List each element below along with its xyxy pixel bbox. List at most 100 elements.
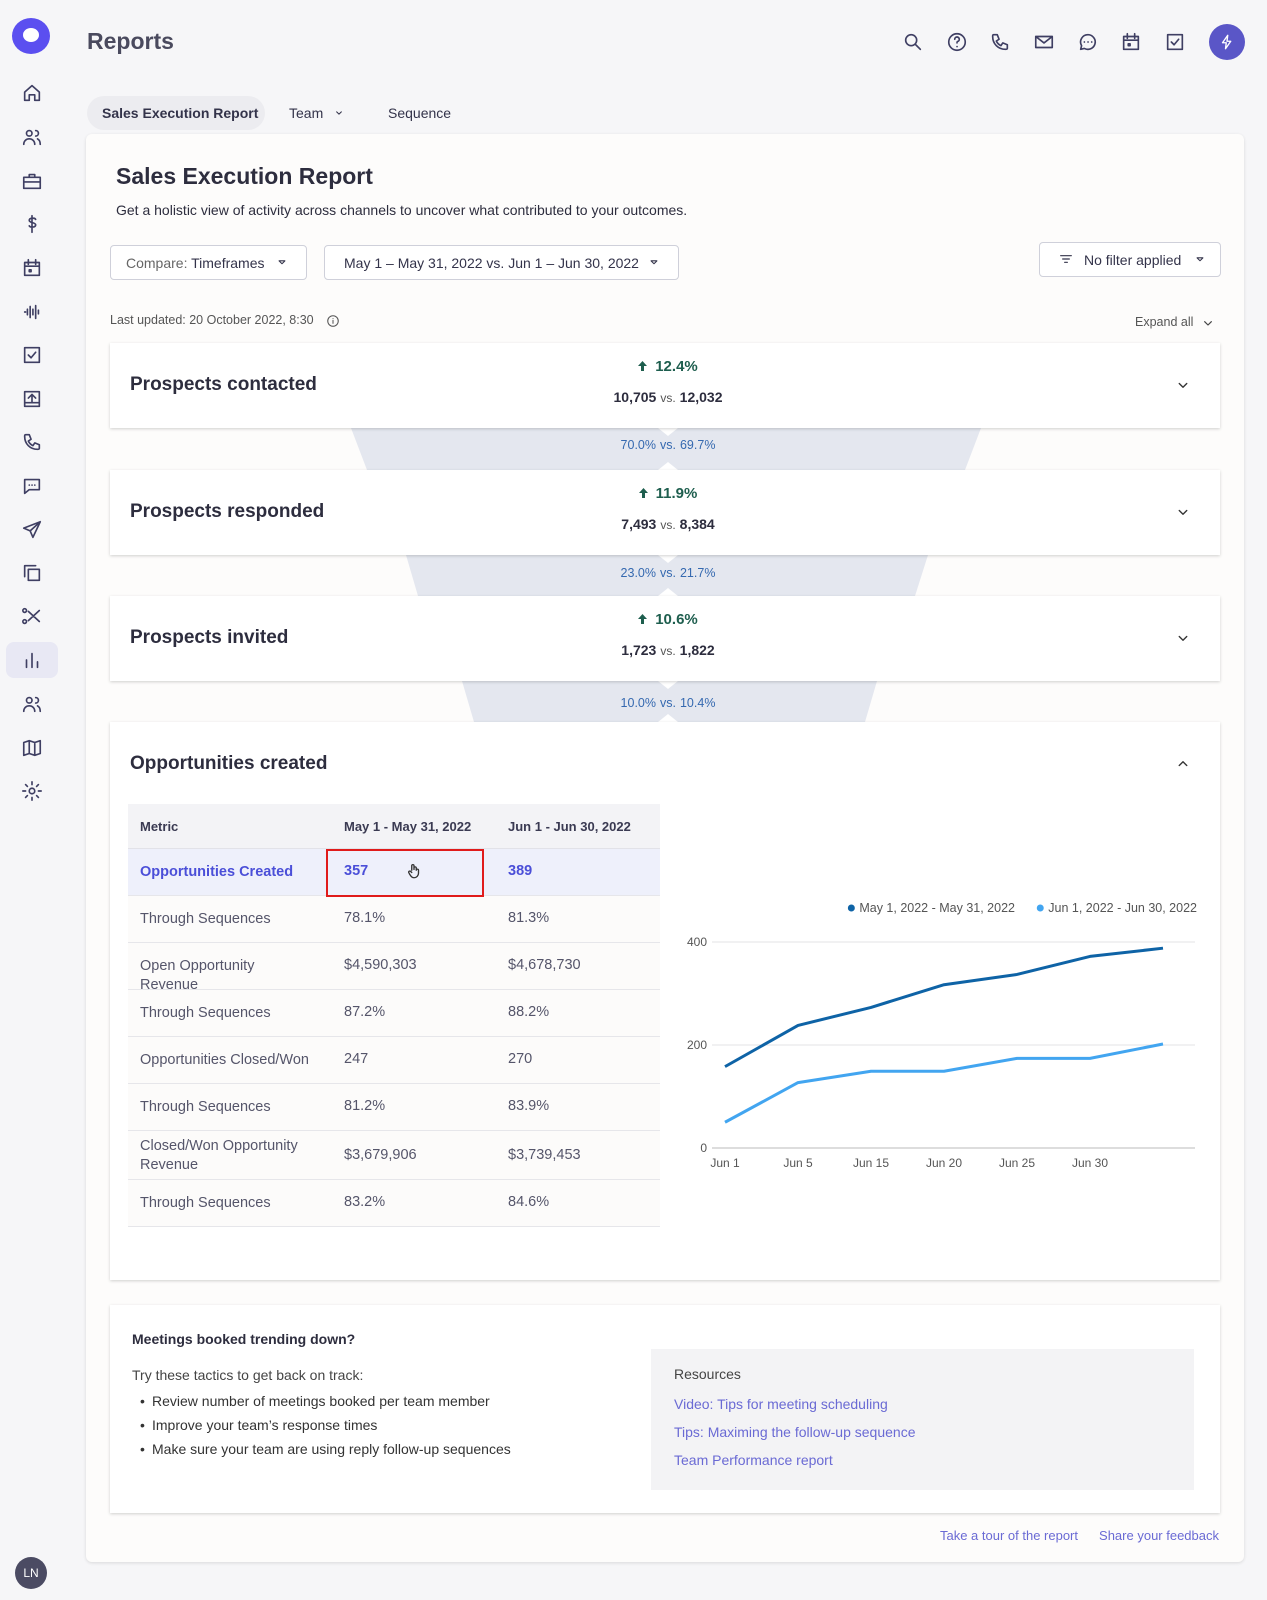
period-2-rate: 69.7% — [679, 438, 716, 452]
nav-icon[interactable] — [21, 737, 43, 759]
compare-value: Timeframes — [191, 255, 265, 271]
table-row[interactable]: Through Sequences 81.2% 83.9% — [128, 1084, 660, 1131]
nav-icon[interactable] — [21, 301, 43, 323]
table-row[interactable]: Open Opportunity Revenue $4,590,303 $4,678… — [128, 943, 660, 993]
funnel-band — [351, 428, 981, 470]
nav-icon[interactable] — [21, 649, 43, 671]
tab[interactable]: Sequence — [388, 105, 452, 121]
nav-icon[interactable] — [21, 431, 43, 453]
resource-link[interactable]: Tips: Maximing the follow-up sequence — [674, 1424, 916, 1440]
nav-icon[interactable] — [21, 213, 43, 235]
expand-chevron-glyph — [1178, 382, 1188, 388]
dropdown-caret-glyph — [1196, 257, 1204, 262]
expand-chevron[interactable] — [1174, 503, 1192, 521]
bullet: • — [140, 1417, 145, 1433]
nav-icon[interactable] — [21, 693, 43, 715]
highlight-box — [326, 849, 484, 897]
table-cell: Opportunities Closed/Won — [140, 1052, 309, 1068]
header-icon-glyph — [948, 32, 966, 52]
last-updated: Last updated: 20 October 2022, 8:30 — [110, 313, 314, 327]
period-1-rate: 23.0% — [620, 566, 656, 580]
stage-values: 1,723 vs. 1,822 — [518, 642, 818, 658]
header-icon[interactable] — [989, 31, 1011, 53]
table-row[interactable]: Through Sequences 87.2% 88.2% — [128, 990, 660, 1037]
expand-chevron[interactable] — [1174, 376, 1192, 394]
table-cell: 78.1% — [344, 910, 386, 926]
table-row[interactable]: Through Sequences 78.1% 81.3% — [128, 896, 660, 943]
resource-link[interactable]: Video: Tips for meeting scheduling — [674, 1396, 888, 1412]
nav-icon[interactable] — [21, 605, 43, 627]
table-row[interactable]: Opportunities Created 357 389 — [128, 849, 660, 896]
tab-active-bg — [87, 96, 265, 130]
header-icon-glyph — [991, 33, 1009, 51]
header-icon[interactable] — [1120, 31, 1142, 53]
info-icon — [327, 315, 339, 327]
resources-box: Resources Video: Tips for meeting schedul… — [651, 1349, 1194, 1490]
quick-action-button[interactable] — [1209, 24, 1245, 60]
table-cell: Closed/Won Opportunity Revenue — [140, 1138, 298, 1173]
table-cell: $3,679,906 — [344, 1147, 417, 1163]
legend-label: Jun 1, 2022 - Jun 30, 2022 — [1048, 901, 1197, 915]
arrow-shape — [638, 488, 648, 498]
funnel-band — [462, 681, 877, 722]
period-2-value: 12,032 — [679, 389, 723, 405]
tab-caret — [336, 111, 342, 115]
footer-link[interactable]: Take a tour of the report — [939, 1528, 1078, 1543]
arrow-glyph — [638, 488, 648, 498]
bolt-icon — [1221, 34, 1232, 50]
header-icon[interactable] — [1077, 31, 1099, 53]
table-row[interactable]: Opportunities Closed/Won 247 270 — [128, 1037, 660, 1084]
nav-icon[interactable] — [21, 344, 43, 366]
expand-all[interactable]: Expand all — [1135, 315, 1194, 329]
header-icon[interactable] — [1164, 31, 1186, 53]
stage-change: 12.4% — [568, 358, 768, 375]
collapse-chevron[interactable] — [1174, 755, 1192, 773]
nav-icon-glyph — [22, 696, 42, 713]
nav-icon[interactable] — [21, 475, 43, 497]
arrow-shape — [638, 361, 648, 371]
tab[interactable]: Sales Execution Report — [102, 105, 259, 121]
expand-chevron[interactable] — [1174, 629, 1192, 647]
header-icon-glyph — [1034, 35, 1054, 49]
user-avatar[interactable]: LN — [15, 1557, 47, 1589]
table-row[interactable]: Through Sequences 83.2% 84.6% — [128, 1180, 660, 1227]
logo[interactable] — [12, 18, 50, 54]
date-range-dropdown[interactable]: May 1 – May 31, 2022 vs. Jun 1 – Jun 30,… — [324, 245, 679, 280]
compare-dropdown[interactable]: Compare: Timeframes — [110, 245, 307, 280]
nav-icon[interactable] — [21, 126, 43, 148]
nav-icon[interactable] — [21, 780, 43, 802]
nav-icon[interactable] — [21, 82, 43, 104]
nav-icon[interactable] — [21, 562, 43, 584]
pointer-cursor — [408, 863, 420, 879]
header-icon[interactable] — [902, 31, 924, 53]
filter-icon — [1060, 255, 1072, 263]
x-tick-label: Jun 5 — [783, 1156, 813, 1170]
footer-link[interactable]: Share your feedback — [1099, 1528, 1219, 1543]
resource-link[interactable]: Team Performance report — [674, 1452, 833, 1468]
tab[interactable]: Team — [289, 105, 324, 121]
tactic: Improve your team’s response times — [152, 1417, 378, 1433]
funnel-notch — [658, 462, 678, 470]
dropdown-caret — [650, 260, 658, 265]
nav-icon[interactable] — [21, 170, 43, 192]
page-title: Reports — [87, 28, 174, 54]
nav-icon[interactable] — [21, 388, 43, 410]
chevron — [1204, 321, 1212, 326]
compare-label: Compare: — [126, 255, 188, 271]
period-2-value: 8,384 — [679, 516, 715, 532]
header-icon[interactable] — [946, 31, 968, 53]
table-header: Metric May 1 - May 31, 2022 Jun 1 - Jun 30… — [128, 804, 660, 849]
nav-icon[interactable] — [21, 519, 43, 541]
dropdown-caret — [278, 260, 286, 265]
funnel-stage[interactable]: Prospects responded 11.9% 7,493 vs. 8,384 — [110, 470, 1220, 555]
funnel-stage[interactable]: Prospects invited 10.6% 1,723 vs. 1,822 — [110, 596, 1220, 681]
legend-marker — [1036, 904, 1044, 912]
nav-icon[interactable] — [21, 257, 43, 279]
funnel-stage[interactable]: Prospects contacted 12.4% 10,705 vs. 12,032 — [110, 343, 1220, 428]
header-icon[interactable] — [1033, 31, 1055, 53]
table-row[interactable]: Closed/Won Opportunity Revenue $3,679,906… — [128, 1131, 660, 1180]
up-arrow — [638, 488, 648, 501]
stage-change: 11.9% — [568, 485, 768, 502]
table-cell: 87.2% — [344, 1004, 386, 1020]
arrow-glyph — [638, 361, 648, 371]
